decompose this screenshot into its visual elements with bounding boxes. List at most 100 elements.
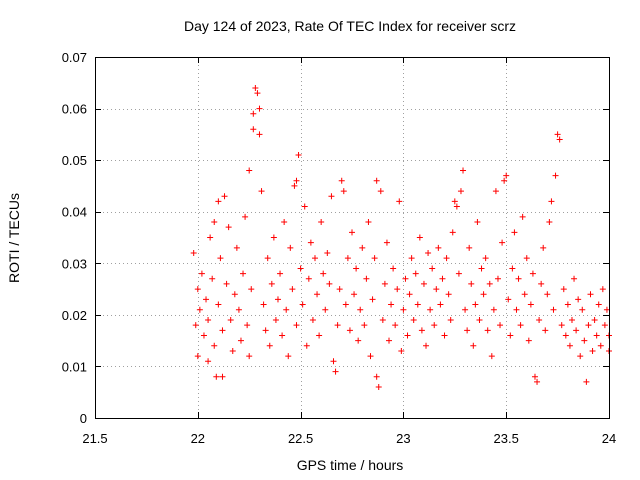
data-point	[246, 353, 253, 360]
data-point	[462, 306, 469, 313]
data-point	[293, 177, 300, 184]
data-point	[527, 301, 534, 308]
data-point	[398, 347, 405, 354]
data-point	[546, 219, 553, 226]
data-point	[258, 188, 265, 195]
data-points	[190, 84, 612, 391]
data-point	[423, 342, 430, 349]
data-point	[583, 378, 590, 385]
data-point	[394, 286, 401, 293]
data-point	[558, 322, 565, 329]
data-point	[377, 188, 384, 195]
y-tick-label: 0.03	[62, 256, 87, 271]
data-point	[460, 167, 467, 174]
data-point	[311, 255, 318, 262]
data-point	[383, 239, 390, 246]
data-point	[494, 275, 501, 282]
x-tick-label: 22	[191, 431, 205, 446]
data-point	[373, 373, 380, 380]
data-point	[328, 193, 335, 200]
data-point	[293, 322, 300, 329]
data-point	[525, 337, 532, 344]
data-point	[431, 322, 438, 329]
data-point	[246, 167, 253, 174]
data-point	[439, 275, 446, 282]
data-point	[515, 275, 522, 282]
y-tick-labels: 0 0.01 0.02 0.03 0.04 0.05 0.06 0.07	[62, 50, 87, 426]
data-point	[318, 219, 325, 226]
data-point	[287, 244, 294, 251]
data-point	[266, 342, 273, 349]
data-point	[242, 213, 249, 220]
data-point	[404, 332, 411, 339]
data-point	[414, 301, 421, 308]
x-tick-label: 23	[396, 431, 410, 446]
data-point	[534, 378, 541, 385]
data-point	[256, 131, 263, 138]
x-tick-labels: 21.5 22 22.5 23 23.5 24	[82, 431, 616, 446]
data-point	[429, 265, 436, 272]
data-point	[402, 275, 409, 282]
data-point	[357, 306, 364, 313]
y-tick-label: 0	[80, 411, 87, 426]
data-point	[250, 126, 257, 133]
data-point	[566, 342, 573, 349]
data-point	[603, 306, 610, 313]
data-point	[314, 291, 321, 298]
data-point	[585, 322, 592, 329]
data-point	[346, 327, 353, 334]
data-point	[445, 291, 452, 298]
data-point	[209, 275, 216, 282]
data-point	[435, 244, 442, 251]
data-point	[324, 249, 331, 256]
data-point	[482, 255, 489, 262]
data-point	[595, 301, 602, 308]
data-point	[388, 301, 395, 308]
data-point	[466, 244, 473, 251]
data-point	[425, 249, 432, 256]
data-point	[476, 317, 483, 324]
data-point	[279, 332, 286, 339]
data-point	[283, 306, 290, 313]
data-point	[593, 332, 600, 339]
data-point	[519, 213, 526, 220]
data-point	[451, 198, 458, 205]
data-point	[330, 358, 337, 365]
data-point	[340, 188, 347, 195]
data-point	[351, 291, 358, 298]
x-tick-label: 21.5	[82, 431, 107, 446]
data-point	[213, 373, 220, 380]
data-point	[338, 177, 345, 184]
data-point	[281, 219, 288, 226]
data-point	[221, 193, 228, 200]
data-point	[254, 90, 261, 97]
data-point	[597, 342, 604, 349]
y-tick-label: 0.01	[62, 359, 87, 374]
data-point	[200, 332, 207, 339]
data-point	[554, 131, 561, 138]
data-point	[437, 301, 444, 308]
data-point	[418, 327, 425, 334]
data-point	[196, 306, 203, 313]
data-point	[410, 317, 417, 324]
data-point	[262, 327, 269, 334]
data-point	[373, 177, 380, 184]
data-point	[513, 306, 520, 313]
data-point	[229, 347, 236, 354]
data-point	[538, 280, 545, 287]
data-point	[412, 270, 419, 277]
data-point	[453, 203, 460, 210]
data-point	[497, 322, 504, 329]
data-point	[455, 270, 462, 277]
data-point	[552, 172, 559, 179]
data-point	[470, 342, 477, 349]
data-point	[490, 306, 497, 313]
data-point	[499, 239, 506, 246]
data-point	[457, 188, 464, 195]
data-point	[396, 198, 403, 205]
data-point	[449, 229, 456, 236]
x-tick-label: 22.5	[288, 431, 313, 446]
data-point	[501, 177, 508, 184]
data-point	[568, 317, 575, 324]
data-point	[215, 301, 222, 308]
